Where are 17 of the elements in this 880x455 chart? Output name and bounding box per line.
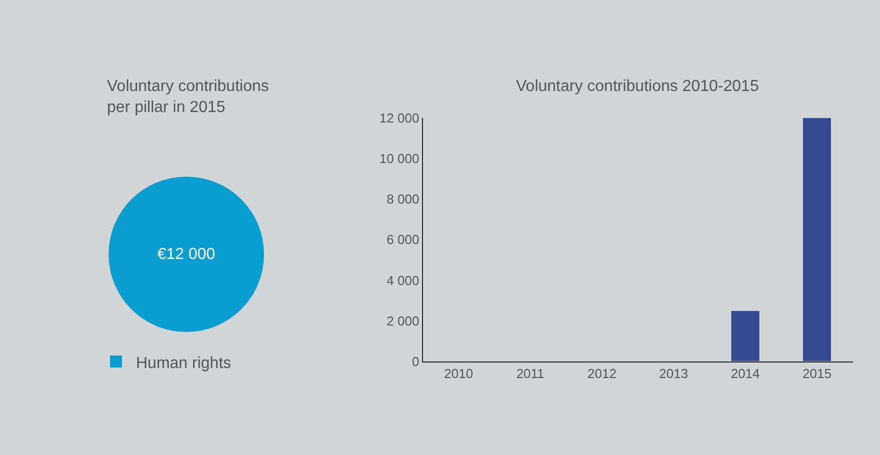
data-label: €12 000 (157, 246, 216, 263)
y-tick-label: 2 000 (386, 313, 420, 328)
y-tick-label: 4 000 (386, 272, 420, 288)
y-tick-label: 12 000 (379, 110, 420, 126)
x-tick-label: 2010 (444, 366, 474, 381)
chart-title: Voluntary contributions 2010-2015 (516, 78, 759, 95)
x-tick-label: 2015 (802, 366, 832, 381)
x-tick-label: 2014 (730, 366, 760, 381)
y-tick-label: 6 000 (386, 232, 420, 248)
legend-label: Human rights (136, 354, 232, 372)
y-tick-label: 0 (412, 354, 420, 369)
y-tick-label: 10 000 (379, 150, 420, 166)
chart-title: Voluntary contributions per pillar in 2015 (107, 78, 269, 116)
x-tick-label: 2011 (516, 366, 544, 381)
x-tick-label: 2013 (659, 366, 688, 381)
y-tick-label: 8 000 (386, 192, 420, 207)
x-tick-label: 2012 (588, 366, 616, 381)
